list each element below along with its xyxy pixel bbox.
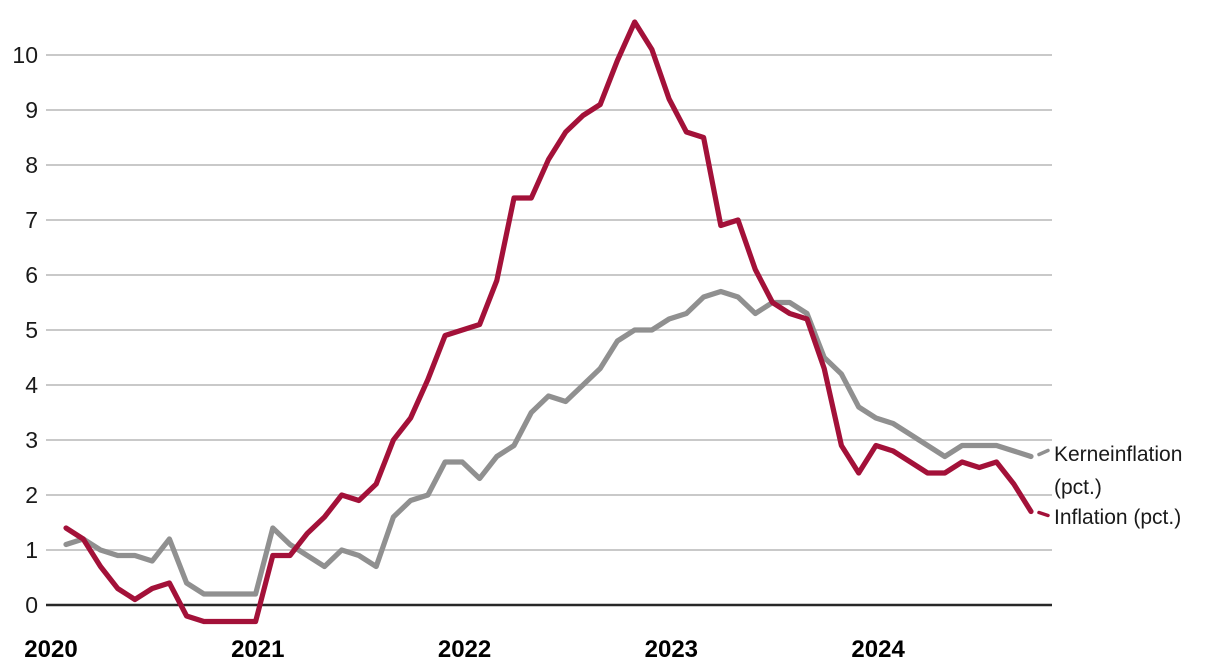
y-tick-label-1: 1 bbox=[25, 537, 38, 563]
kerneinflation-leader-dash bbox=[1037, 448, 1050, 457]
y-tick-label-3: 3 bbox=[25, 427, 38, 453]
x-tick-label-2021: 2021 bbox=[231, 636, 285, 663]
x-tick-label-2022: 2022 bbox=[437, 636, 492, 663]
y-tick-label-4: 4 bbox=[25, 372, 38, 398]
y-tick-label-8: 8 bbox=[25, 152, 38, 178]
inflation-label-line1: Inflation (pct.) bbox=[1054, 506, 1182, 529]
kerneinflation-label-line2: (pct.) bbox=[1054, 476, 1102, 499]
y-tick-label-6: 6 bbox=[25, 262, 38, 288]
inflation-leader-dash bbox=[1037, 510, 1050, 518]
inflation-label: Inflation (pct.) bbox=[1054, 501, 1181, 534]
y-tick-label-2: 2 bbox=[25, 482, 38, 508]
y-tick-label-0: 0 bbox=[25, 592, 38, 618]
kerneinflation-line bbox=[63, 288, 1034, 597]
x-tick-label-2023: 2023 bbox=[644, 636, 699, 663]
y-tick-label-10: 10 bbox=[12, 42, 38, 68]
y-tick-label-9: 9 bbox=[25, 97, 38, 123]
inflation-line bbox=[63, 19, 1034, 625]
kerneinflation-label-line1: Kerneinflation bbox=[1054, 443, 1183, 466]
x-tick-label-2024: 2024 bbox=[851, 636, 905, 663]
x-tick-label-2020: 2020 bbox=[24, 636, 78, 663]
y-tick-label-5: 5 bbox=[25, 317, 38, 343]
y-tick-label-7: 7 bbox=[25, 207, 38, 233]
kerneinflation-label: Kerneinflation (pct.) bbox=[1054, 438, 1182, 504]
